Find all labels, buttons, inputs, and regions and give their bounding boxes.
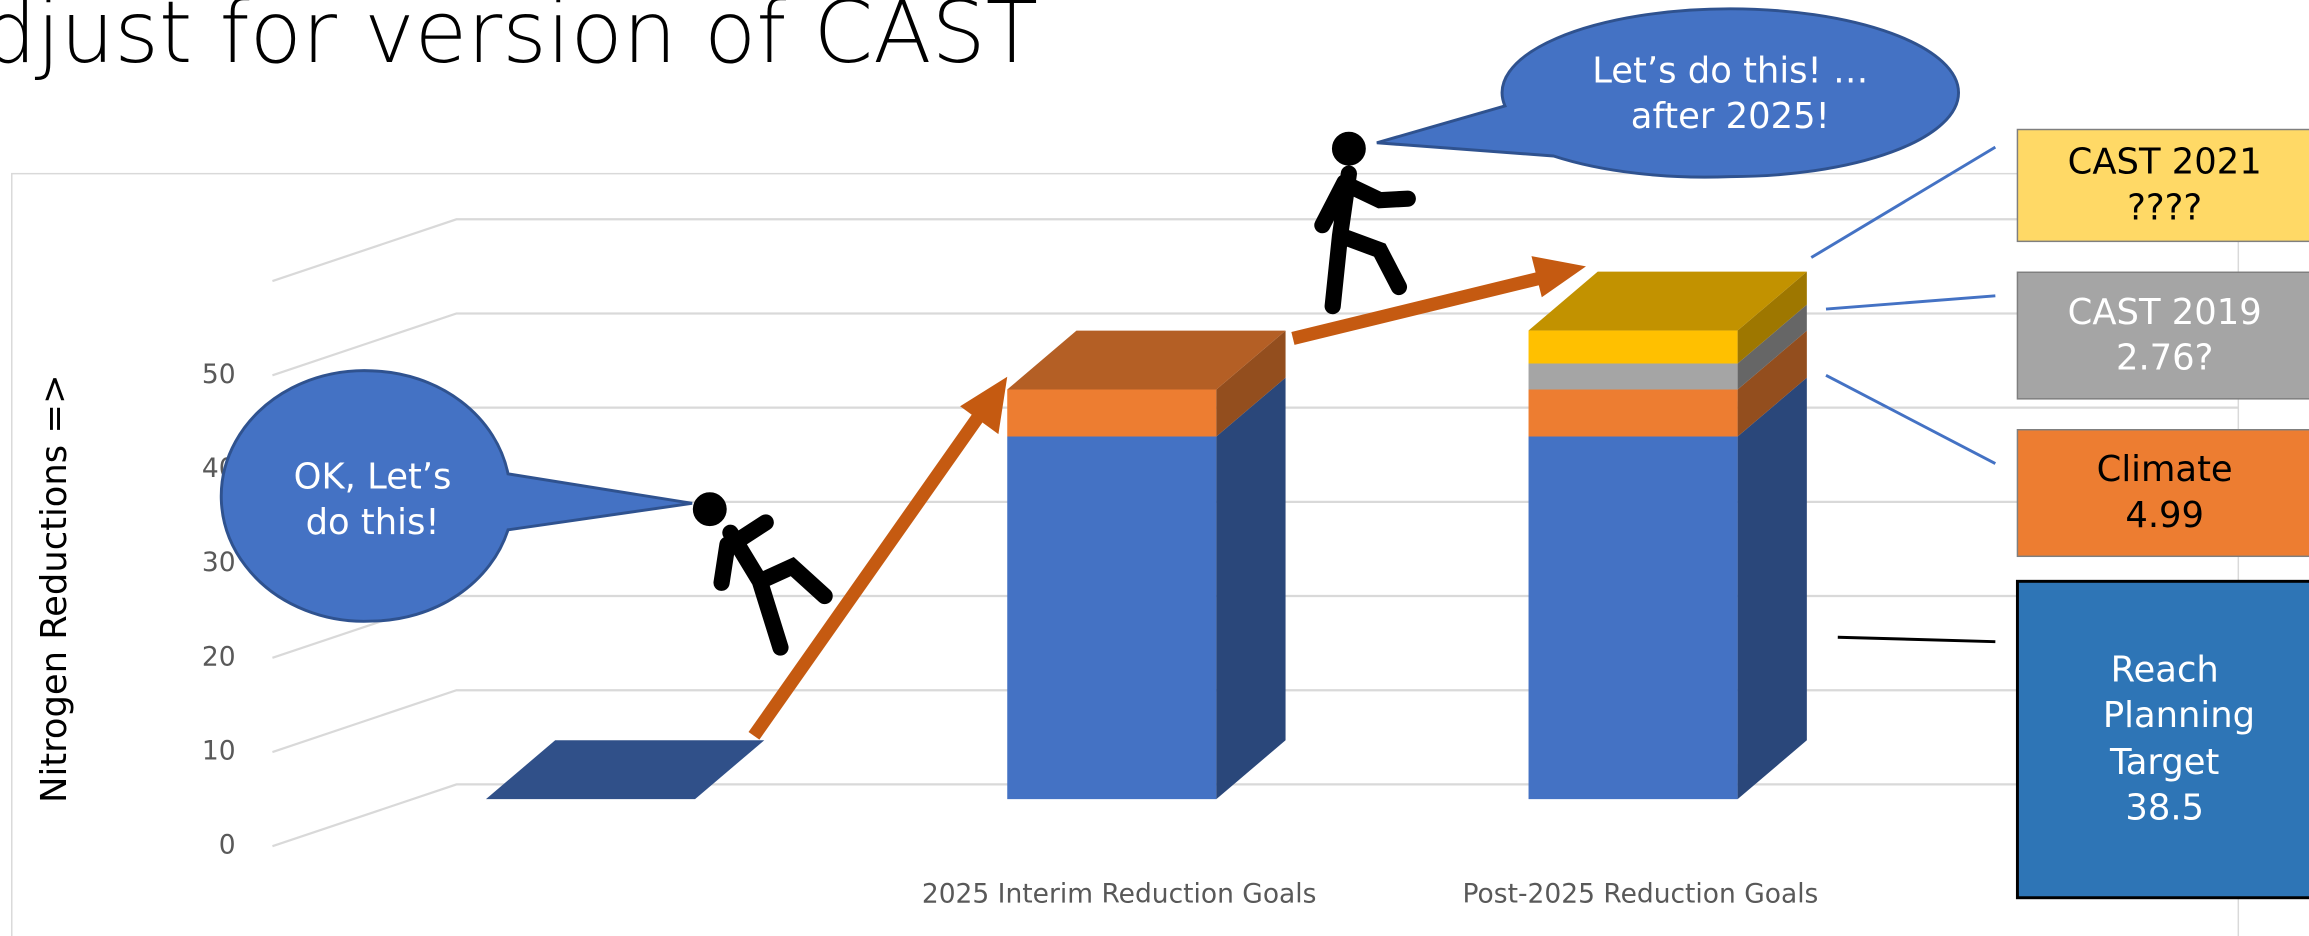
bar-top [486, 740, 764, 799]
series-value-label: ???? [2127, 185, 2202, 231]
callout-text: OK, Let’s do this! [277, 412, 468, 589]
climber [694, 493, 825, 648]
series-name: CAST 2021 [2068, 140, 2262, 186]
label-box-text: CAST 2021???? [2017, 130, 2309, 242]
leader-line [1826, 375, 1995, 463]
page: djust for version of CAST Nitrogen Reduc… [0, 0, 2309, 936]
y-tick-label: 20 [202, 641, 236, 672]
leader-line [1826, 296, 1995, 309]
y-axis-title: Nitrogen Reductions => [34, 374, 75, 803]
bar-segment [1529, 390, 1738, 437]
series-value-label: 2.76? [2116, 336, 2213, 382]
bar-segment [1529, 437, 1738, 800]
series-value-label: 4.99 [2125, 493, 2204, 539]
bar-segment [1007, 437, 1216, 800]
series-name: Reach Planning Target [2103, 648, 2227, 786]
bars [486, 272, 1807, 799]
grid-line [272, 219, 2238, 281]
y-tick-label: 10 [202, 736, 236, 767]
bar-side [1738, 378, 1807, 799]
label-box-content: CAST 2021???? [2017, 130, 2309, 242]
series-name: Climate [2097, 447, 2233, 493]
callout-text: Let’s do this! …after 2025! [1590, 32, 1870, 156]
slide: djust for version of CAST Nitrogen Reduc… [0, 0, 2309, 936]
bar-segment [1529, 364, 1738, 390]
callout: OK, Let’s do this! [277, 412, 468, 589]
slide-title: djust for version of CAST [0, 0, 1038, 83]
series-value-label: 38.5 [2125, 785, 2204, 831]
callout: Let’s do this! …after 2025! [1590, 32, 1870, 156]
bar-segment [1007, 390, 1216, 437]
x-tick-label: Post-2025 Reduction Goals [1463, 878, 1819, 909]
y-tick-label: 0 [219, 830, 236, 861]
x-tick-label: 2025 Interim Reduction Goals [922, 878, 1317, 909]
bar-segment [1529, 331, 1738, 364]
bar-side [1216, 378, 1285, 799]
y-tick-label: 50 [202, 359, 236, 390]
y-tick-label: 30 [202, 547, 236, 578]
series-name: CAST 2019 [2068, 290, 2262, 336]
leader-line [1838, 637, 1996, 641]
